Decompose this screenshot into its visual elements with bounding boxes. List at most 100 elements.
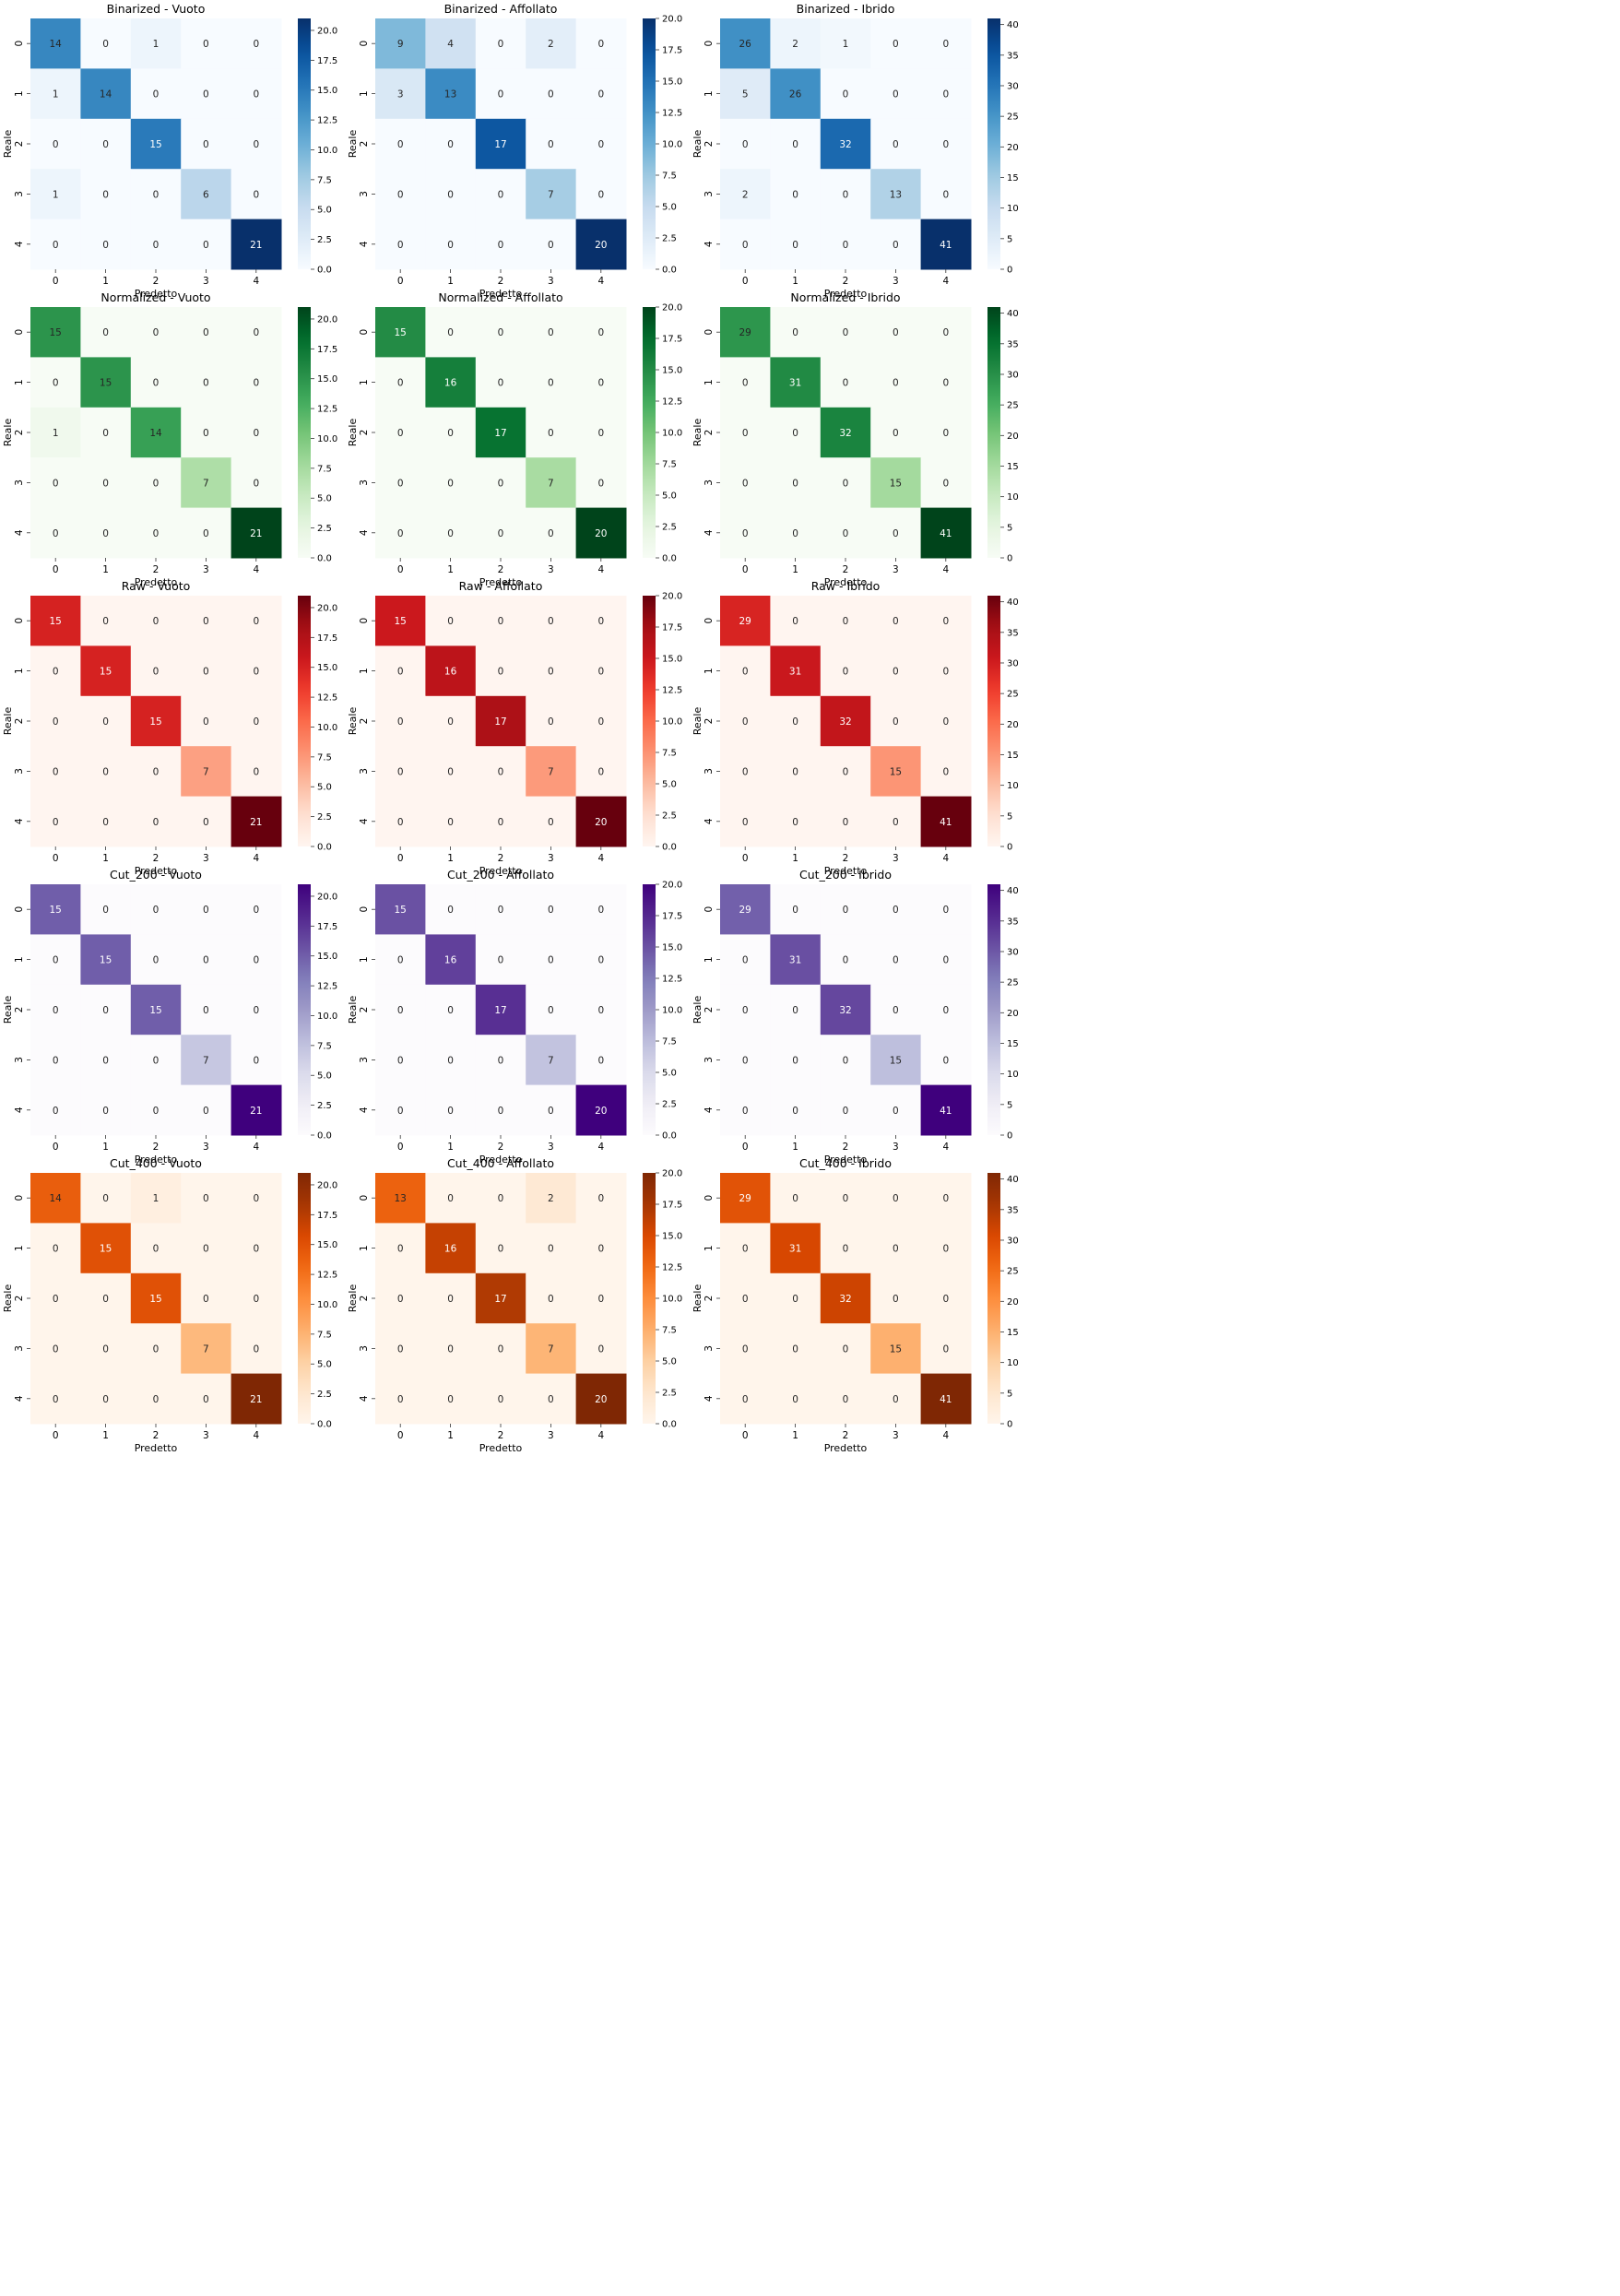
colorbar-tick-label: 20 xyxy=(1007,1009,1019,1019)
cell-value-label: 0 xyxy=(53,1106,59,1117)
heatmap-cell xyxy=(720,645,771,697)
y-axis-label: Reale xyxy=(347,130,359,159)
colorbar-tick-label: 0.0 xyxy=(317,1420,332,1430)
heatmap-cell xyxy=(575,984,627,1036)
cell-value-label: 0 xyxy=(742,766,749,777)
cell-value-label: 0 xyxy=(893,1193,899,1204)
heatmap-cell xyxy=(575,1272,627,1324)
x-tick-label: 0 xyxy=(397,276,404,287)
cell-value-label: 16 xyxy=(444,1244,457,1255)
heatmap-cell xyxy=(231,18,282,69)
cell-value-label: 0 xyxy=(597,428,604,439)
cell-value-label: 0 xyxy=(942,716,949,728)
x-axis-label: Predetto xyxy=(479,1154,523,1166)
heatmap-cell xyxy=(475,357,526,408)
cell-value-label: 0 xyxy=(843,905,849,916)
y-tick-label: 2 xyxy=(704,430,715,436)
heatmap-cell xyxy=(720,219,771,270)
cell-value-label: 0 xyxy=(893,139,899,150)
y-tick-label: 0 xyxy=(704,41,715,47)
cell-value-label: 0 xyxy=(447,1055,454,1066)
cell-value-label: 0 xyxy=(597,89,604,101)
heatmap-cell xyxy=(920,219,972,270)
heatmap-cell xyxy=(870,1323,922,1375)
colorbar-tick-label: 5.0 xyxy=(317,1071,332,1082)
x-tick-label: 3 xyxy=(548,1142,554,1153)
heatmap-cell xyxy=(770,18,822,69)
heatmap-cell xyxy=(425,18,477,69)
heatmap-panel: Raw - Affollato 15 0 0 0 0 0 16 0 0 0 0 0 17 0 0 0 0 0 7 0 0 0… xyxy=(347,579,682,877)
cell-value-label: 41 xyxy=(940,240,952,251)
heatmap-cell xyxy=(870,357,922,408)
heatmap-cell xyxy=(231,934,282,986)
cell-value-label: 0 xyxy=(893,716,899,728)
cell-value-label: 0 xyxy=(153,528,160,539)
cell-value-label: 0 xyxy=(102,817,109,828)
cell-value-label: 15 xyxy=(395,905,407,916)
x-tick-label: 1 xyxy=(102,853,109,864)
heatmap-cell xyxy=(870,884,922,935)
colorbar-tick-label: 10 xyxy=(1007,204,1019,214)
x-tick-label: 3 xyxy=(203,1142,209,1153)
heatmap-cell xyxy=(720,1373,771,1425)
cell-value-label: 0 xyxy=(548,528,554,539)
heatmap-cell xyxy=(526,1272,577,1324)
colorbar-tick-label: 0.0 xyxy=(662,843,677,853)
cell-value-label: 7 xyxy=(203,766,209,777)
heatmap-cell xyxy=(475,1223,526,1274)
colorbar-tick-label: 30 xyxy=(1007,1236,1019,1246)
heatmap-cell xyxy=(231,796,282,847)
cell-value-label: 0 xyxy=(792,1055,798,1066)
x-tick-label: 3 xyxy=(203,276,209,287)
heatmap-cell xyxy=(30,796,81,847)
colorbar-tick-label: 0.0 xyxy=(317,1131,332,1142)
cell-value-label: 14 xyxy=(149,428,162,439)
colorbar-tick-label: 0.0 xyxy=(662,1420,677,1430)
cell-value-label: 0 xyxy=(253,378,259,389)
heatmap-cell xyxy=(231,118,282,170)
colorbar-tick-label: 5.0 xyxy=(317,206,332,216)
cell-value-label: 0 xyxy=(153,667,160,678)
colorbar-tick-label: 2.5 xyxy=(317,524,332,534)
x-tick-label: 3 xyxy=(203,853,209,864)
heatmap-cell xyxy=(720,1035,771,1086)
colorbar xyxy=(298,18,311,269)
x-tick-label: 3 xyxy=(893,564,899,575)
heatmap-cell xyxy=(181,457,232,509)
x-tick-label: 3 xyxy=(203,1430,209,1441)
colorbar xyxy=(298,596,311,846)
cell-value-label: 0 xyxy=(548,716,554,728)
x-tick-label: 4 xyxy=(942,853,949,864)
heatmap-cell xyxy=(475,1373,526,1425)
cell-value-label: 0 xyxy=(53,955,59,966)
colorbar-tick-label: 0.0 xyxy=(317,843,332,853)
cell-value-label: 0 xyxy=(203,39,209,50)
cell-value-label: 0 xyxy=(742,528,749,539)
heatmap-cell xyxy=(181,18,232,69)
cell-value-label: 0 xyxy=(253,1055,259,1066)
cell-value-label: 0 xyxy=(53,1055,59,1066)
cell-value-label: 0 xyxy=(548,327,554,338)
y-tick-label: 3 xyxy=(704,768,715,775)
colorbar-tick-label: 40 xyxy=(1007,1175,1019,1185)
cell-value-label: 0 xyxy=(742,667,749,678)
cell-value-label: 0 xyxy=(253,428,259,439)
y-tick-label: 2 xyxy=(14,1007,25,1013)
cell-value-label: 0 xyxy=(843,327,849,338)
heatmap-cell xyxy=(820,169,871,220)
panel-title: Cut_400 - Ibrido xyxy=(799,1156,892,1170)
heatmap-cell xyxy=(526,1084,577,1136)
cell-value-label: 0 xyxy=(203,1005,209,1016)
heatmap-cell xyxy=(920,457,972,509)
heatmap-cell xyxy=(130,18,182,69)
colorbar-tick-label: 10.0 xyxy=(662,1295,682,1305)
heatmap-cell xyxy=(870,796,922,847)
cell-value-label: 0 xyxy=(498,189,504,200)
heatmap-cell xyxy=(526,1323,577,1375)
cell-value-label: 31 xyxy=(789,955,801,966)
x-tick-label: 2 xyxy=(153,564,160,575)
cell-value-label: 0 xyxy=(203,716,209,728)
heatmap-cell xyxy=(425,695,477,747)
